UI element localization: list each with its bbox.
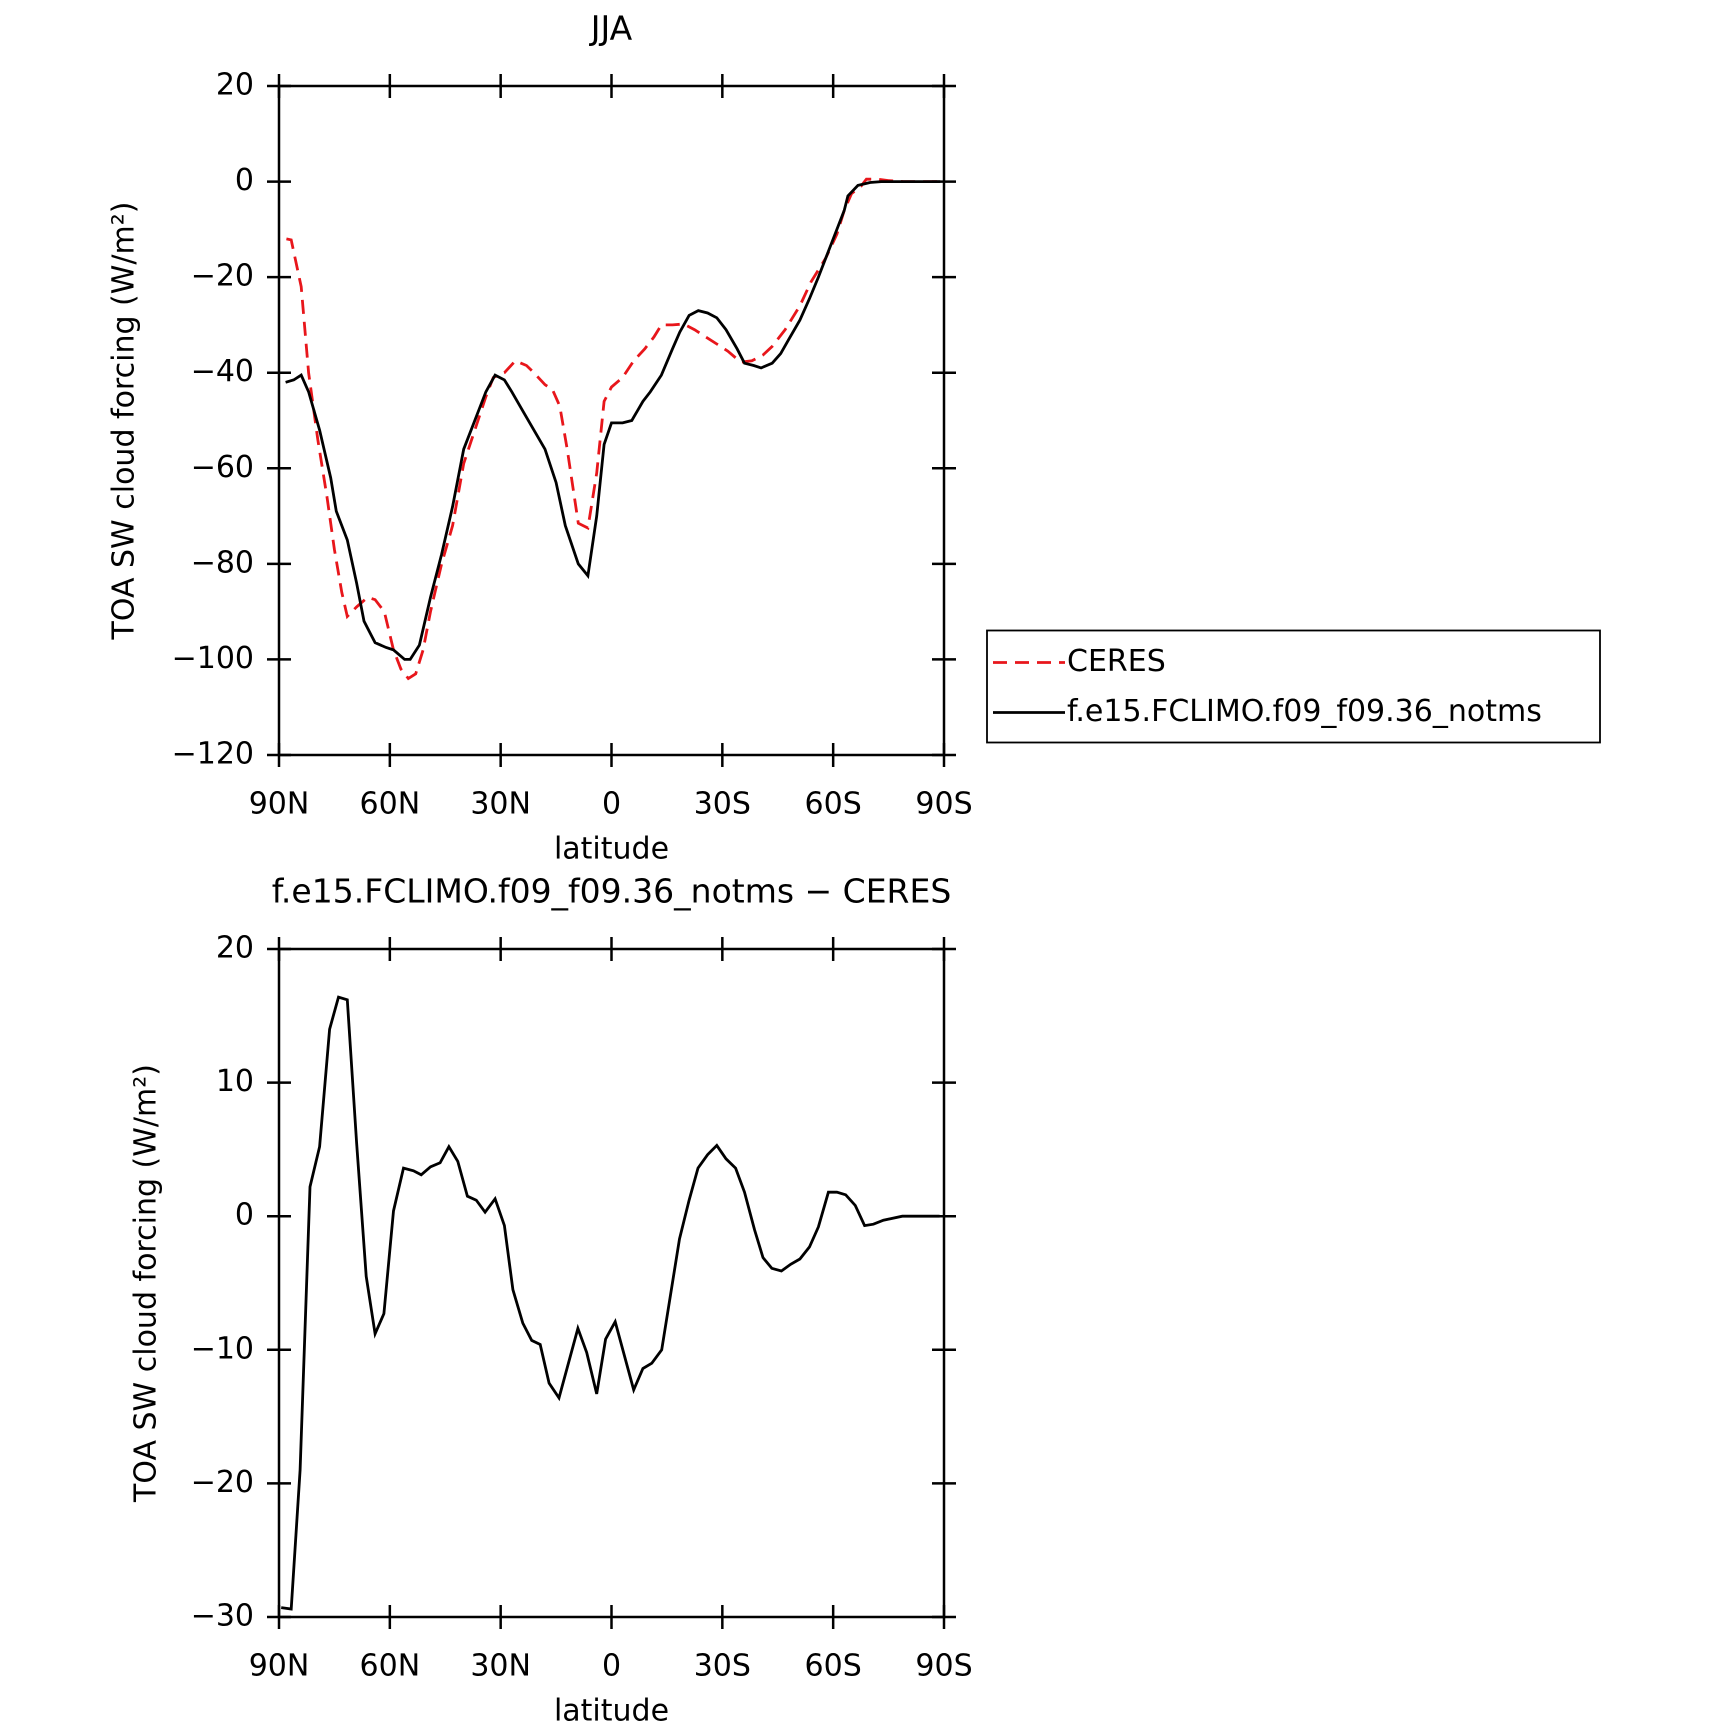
x-tick-label: 30N [470,1649,531,1684]
data-line [285,180,941,661]
x-tick-label: 90S [915,787,972,822]
plot-frame [277,84,946,757]
y-tick-label: 20 [216,931,254,966]
x-tick-label: 60S [805,1649,862,1684]
x-axis-title: latitude [554,1694,669,1729]
chart-title: JJA [589,9,633,48]
y-tick-label: −40 [191,354,254,389]
y-tick-label: 0 [235,163,254,198]
data-line [286,177,941,681]
x-tick-label: 30S [694,787,751,822]
y-tick-label: −20 [191,259,254,294]
x-tick-label: 90S [915,1649,972,1684]
y-tick-label: 10 [216,1064,254,1099]
y-tick-label: −60 [191,450,254,485]
chart-title: f.e15.FCLIMO.f09_f09.36_notms − CERES [272,872,952,911]
legend-label: f.e15.FCLIMO.f09_f09.36_notms [1067,694,1542,729]
x-tick-label: 90N [249,1649,310,1684]
y-tick-label: −20 [191,1465,254,1500]
x-tick-label: 0 [602,1649,621,1684]
y-tick-label: −30 [191,1599,254,1634]
y-tick-label: −120 [172,737,254,772]
x-tick-label: 0 [602,787,621,822]
x-tick-label: 60N [360,1649,421,1684]
x-tick-label: 60N [360,787,421,822]
x-tick-label: 30N [470,787,531,822]
x-tick-label: 60S [805,787,862,822]
x-axis-title: latitude [554,832,669,867]
x-tick-label: 90N [249,787,310,822]
y-tick-label: 0 [235,1198,254,1233]
y-axis-title: TOA SW cloud forcing (W/m²) [107,202,142,641]
data-line [281,995,940,1611]
y-tick-label: 20 [216,68,254,103]
x-tick-label: 30S [694,1649,751,1684]
y-tick-label: −80 [191,545,254,580]
y-axis-title: TOA SW cloud forcing (W/m²) [129,1064,164,1503]
y-tick-label: −100 [172,641,254,676]
legend-label: CERES [1067,644,1166,679]
y-tick-label: −10 [191,1331,254,1366]
plot-frame [277,947,946,1619]
legend-box [986,629,1601,744]
